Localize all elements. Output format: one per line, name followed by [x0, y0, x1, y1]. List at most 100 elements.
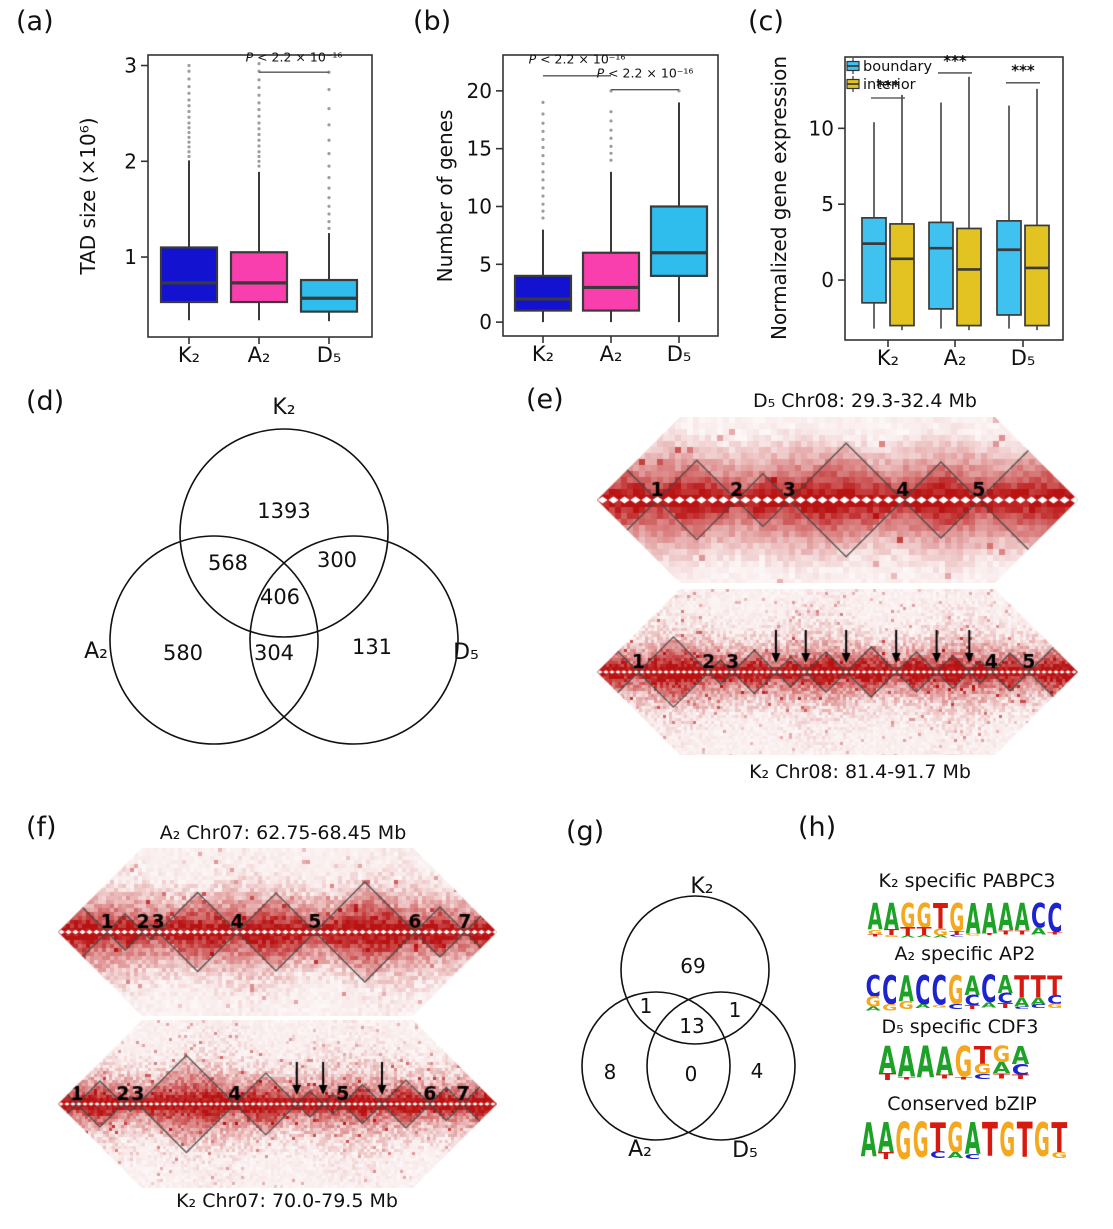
- logo-letter-T: T: [933, 898, 948, 938]
- venn-count-ad: 304: [254, 641, 294, 665]
- venn-set-label: K₂: [272, 395, 295, 420]
- logo-letter-G: G: [866, 995, 881, 1011]
- outlier-dot: [187, 91, 191, 95]
- y-axis-label: Normalized gene expression: [767, 56, 791, 340]
- outlier-dot: [257, 164, 261, 168]
- logo-letter-A: A: [884, 896, 899, 939]
- x-category-label: K₂: [532, 342, 554, 366]
- logo-letter-T: T: [998, 930, 1014, 936]
- logo-letter-C: C: [1031, 1004, 1048, 1010]
- logo-letter-T: T: [965, 1005, 983, 1011]
- outlier-dot: [327, 186, 331, 190]
- logo-letter-C: C: [930, 1150, 946, 1161]
- logo-letter-T: T: [930, 1115, 946, 1161]
- y-tick-label: 10: [467, 194, 492, 218]
- logo-letter-T: T: [982, 1113, 998, 1167]
- legend-label: boundary: [863, 59, 933, 75]
- outlier-dot: [541, 162, 545, 166]
- p-value-label: P < 2.2 × 10⁻¹⁶: [246, 50, 343, 65]
- p-value-label: P < 2.2 × 10⁻¹⁶: [529, 52, 626, 67]
- box: [1024, 224, 1050, 327]
- logo-letter-T: T: [1047, 971, 1063, 1002]
- logo-letter-G: G: [882, 1003, 897, 1013]
- outlier-dot: [257, 150, 261, 154]
- outlier-dot: [541, 112, 545, 116]
- logo-letter-G: G: [895, 1112, 911, 1171]
- logo-letter-G: G: [947, 1114, 963, 1162]
- outlier-dot: [257, 132, 261, 137]
- venn-count-kd: 300: [317, 548, 357, 572]
- outlier-dot: [187, 154, 191, 159]
- y-tick-label: 1: [124, 245, 137, 269]
- logo-letter-A: A: [936, 1039, 954, 1085]
- panel-label-f: (f): [26, 812, 57, 843]
- logo-letter-A: A: [965, 971, 980, 1002]
- outlier-dot: [187, 77, 191, 81]
- logo-letter-C: C: [866, 970, 881, 1004]
- outlier-dot: [327, 226, 331, 230]
- outlier-dot: [609, 158, 613, 162]
- outlier-dot: [609, 119, 613, 123]
- outlier-dot: [187, 84, 191, 89]
- logo-letter-G: G: [993, 1042, 1011, 1068]
- outlier-dot: [327, 152, 331, 156]
- venn-set-label: A₂: [84, 639, 108, 664]
- panel-label-b: (b): [413, 6, 452, 37]
- outlier-dot: [187, 115, 191, 119]
- outlier-dot: [187, 109, 191, 114]
- outlier-dot: [257, 154, 261, 159]
- logo-letter-A: A: [917, 934, 938, 938]
- logo-letter-T: T: [878, 1151, 894, 1162]
- logo-letter-T: T: [1014, 970, 1029, 1005]
- logo-letter-A: A: [933, 934, 954, 938]
- logo-letter-T: T: [949, 930, 968, 936]
- heatmap-title-e-top: D₅ Chr08: 29.3-32.4 Mb: [753, 390, 977, 412]
- venn-count-kd: 1: [729, 998, 742, 1022]
- logo-letter-T: T: [1015, 930, 1031, 936]
- panel-label-a: (a): [16, 6, 54, 37]
- box: [861, 216, 887, 304]
- box: [513, 274, 573, 312]
- hic-heatmap-e-top: [597, 417, 1078, 583]
- venn-circle-K₂: [179, 428, 389, 638]
- logo-letter-T: T: [1051, 1114, 1067, 1162]
- outlier-dot: [327, 164, 331, 168]
- venn-count-d: 131: [352, 635, 392, 659]
- panel-c-boxplot: 0 5 10 Normalized gene expression K₂ *** A₂ ***…: [767, 52, 1064, 370]
- outlier-dot: [327, 175, 331, 180]
- box: [649, 205, 709, 277]
- logo-letter-C: C: [1014, 1005, 1030, 1010]
- x-category-label: K₂: [877, 346, 899, 370]
- outlier-dot: [609, 144, 613, 148]
- venn-set-label: D₅: [732, 1138, 758, 1163]
- hic-heatmap-e-bottom: [597, 589, 1078, 755]
- x-category-label: A₂: [600, 342, 623, 366]
- outlier-dot: [187, 130, 191, 135]
- logo-letter-G: G: [949, 897, 964, 941]
- outlier-dot: [327, 123, 331, 127]
- venn-count-ka: 1: [640, 994, 653, 1018]
- logo-letter-C: C: [974, 1073, 992, 1081]
- logo-letter-A: A: [879, 1039, 897, 1082]
- box: [956, 227, 982, 327]
- y-tick-label: 15: [467, 137, 492, 161]
- logo-letter-G: G: [868, 928, 883, 936]
- logo-letter-A: A: [966, 895, 981, 944]
- outlier-dot: [327, 107, 331, 111]
- logo-letter-G: G: [884, 934, 904, 938]
- venn-count-a: 8: [604, 1060, 617, 1084]
- significance-stars: ***: [1011, 62, 1035, 80]
- logo-title-ap2: A₂ specific AP2: [894, 943, 1036, 965]
- outlier-dot: [257, 144, 261, 148]
- outlier-dot: [541, 216, 545, 220]
- heatmap-title-f-top: A₂ Chr07: 62.75-68.45 Mb: [159, 822, 407, 844]
- heatmap-title-e-bottom: K₂ Chr08: 81.4-91.7 Mb: [749, 761, 971, 783]
- logo-letter-A: A: [998, 895, 1013, 939]
- y-axis-label: Number of genes: [433, 110, 457, 283]
- logo-title-cdf3: D₅ specific CDF3: [881, 1016, 1039, 1038]
- logo-letter-T: T: [917, 927, 932, 938]
- logo-letter-T: T: [1047, 931, 1067, 935]
- logo-letter-A: A: [993, 1060, 1011, 1077]
- outlier-dot: [609, 136, 613, 140]
